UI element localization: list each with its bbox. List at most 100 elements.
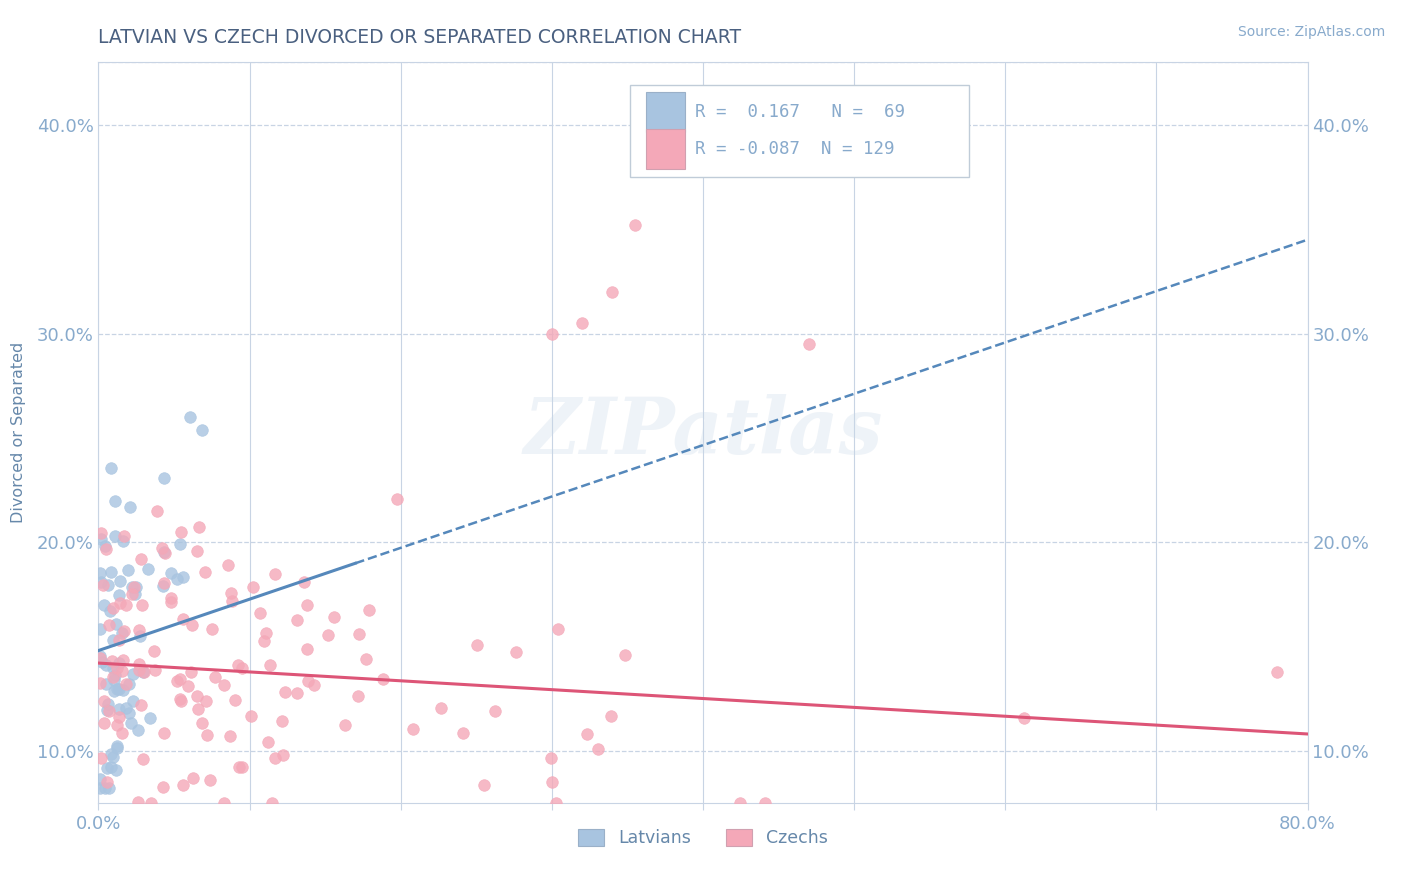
Point bbox=[117, 563, 139, 577]
Point bbox=[402, 723, 425, 737]
Point bbox=[97, 618, 120, 632]
Point bbox=[228, 760, 250, 774]
Point bbox=[153, 546, 176, 560]
Point bbox=[201, 622, 224, 636]
Point bbox=[112, 653, 135, 667]
Point bbox=[93, 599, 115, 613]
Point bbox=[103, 600, 125, 615]
Point bbox=[231, 760, 253, 774]
Point bbox=[97, 781, 120, 796]
Point bbox=[186, 689, 208, 703]
Point bbox=[104, 668, 127, 682]
Point bbox=[586, 742, 609, 756]
Point bbox=[249, 606, 271, 620]
Text: LATVIAN VS CZECH DIVORCED OR SEPARATED CORRELATION CHART: LATVIAN VS CZECH DIVORCED OR SEPARATED C… bbox=[98, 28, 741, 47]
Point bbox=[125, 580, 148, 594]
Point bbox=[124, 587, 146, 601]
Point bbox=[153, 725, 176, 739]
Point bbox=[108, 632, 131, 647]
Point bbox=[285, 614, 308, 628]
Point bbox=[89, 622, 111, 636]
FancyBboxPatch shape bbox=[630, 85, 969, 178]
Point bbox=[385, 491, 408, 506]
Point bbox=[194, 694, 217, 708]
Point bbox=[624, 218, 647, 232]
Point bbox=[118, 500, 141, 515]
Point bbox=[89, 676, 111, 690]
Point bbox=[143, 643, 166, 657]
Text: R = -0.087  N = 129: R = -0.087 N = 129 bbox=[695, 140, 894, 158]
Point bbox=[153, 545, 176, 559]
Point bbox=[129, 698, 152, 712]
Point bbox=[166, 572, 188, 586]
Point bbox=[754, 796, 776, 810]
Point bbox=[224, 693, 246, 707]
Point bbox=[169, 692, 191, 706]
Point bbox=[198, 773, 221, 788]
Point bbox=[465, 639, 488, 653]
Point bbox=[354, 651, 377, 665]
Point bbox=[150, 541, 173, 555]
Point bbox=[105, 741, 128, 756]
Text: ZIPatlas: ZIPatlas bbox=[523, 394, 883, 471]
Point bbox=[90, 751, 112, 765]
Point bbox=[613, 648, 636, 662]
Point bbox=[197, 728, 219, 742]
Point bbox=[274, 685, 297, 699]
Point bbox=[257, 735, 280, 749]
Point bbox=[1012, 711, 1035, 725]
Point bbox=[93, 716, 115, 731]
Point bbox=[105, 681, 128, 696]
Point bbox=[179, 409, 201, 424]
Point bbox=[91, 577, 114, 591]
Point bbox=[89, 772, 111, 786]
Point bbox=[264, 566, 287, 581]
Point bbox=[107, 701, 129, 715]
Point bbox=[103, 684, 125, 698]
Point bbox=[122, 694, 145, 708]
Point bbox=[105, 718, 128, 732]
Point bbox=[240, 709, 263, 723]
Point bbox=[323, 609, 346, 624]
Point bbox=[228, 658, 250, 673]
Point bbox=[169, 537, 191, 551]
Point bbox=[111, 665, 134, 679]
Y-axis label: Divorced or Separated: Divorced or Separated bbox=[11, 342, 25, 524]
Point bbox=[797, 337, 820, 351]
Point bbox=[181, 772, 204, 786]
Point bbox=[357, 602, 380, 616]
Point bbox=[600, 708, 623, 723]
Point bbox=[217, 558, 239, 573]
Point bbox=[89, 649, 111, 664]
Point bbox=[128, 657, 150, 671]
Point bbox=[128, 624, 150, 638]
Point bbox=[114, 599, 136, 613]
Point bbox=[191, 424, 214, 438]
Point bbox=[575, 726, 598, 740]
FancyBboxPatch shape bbox=[647, 92, 685, 132]
Point bbox=[544, 796, 567, 810]
Point bbox=[285, 686, 308, 700]
Point bbox=[101, 749, 124, 764]
Point bbox=[128, 629, 150, 643]
Point bbox=[484, 704, 506, 718]
Point bbox=[96, 761, 118, 775]
Point bbox=[292, 574, 315, 589]
Point bbox=[430, 701, 453, 715]
Point bbox=[98, 704, 121, 718]
Point bbox=[146, 504, 169, 518]
Point bbox=[571, 316, 593, 330]
Point bbox=[187, 702, 209, 716]
Point bbox=[186, 543, 208, 558]
Point bbox=[172, 778, 194, 792]
Point bbox=[547, 622, 569, 636]
Point bbox=[728, 796, 751, 810]
Point bbox=[90, 532, 112, 546]
Point bbox=[89, 781, 111, 796]
Point bbox=[219, 585, 242, 599]
Point bbox=[129, 552, 152, 566]
FancyBboxPatch shape bbox=[647, 129, 685, 169]
Point bbox=[100, 460, 122, 475]
Point bbox=[112, 533, 135, 548]
Point bbox=[96, 775, 118, 789]
